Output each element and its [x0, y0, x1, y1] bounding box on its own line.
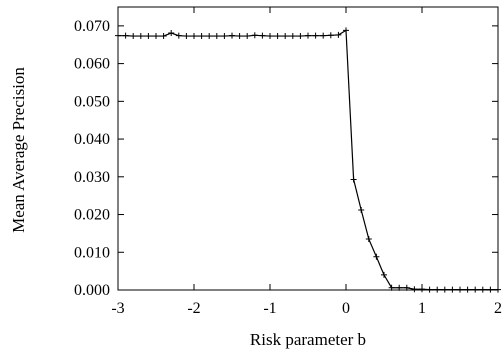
plot-frame [117, 6, 499, 291]
data-point [343, 27, 349, 34]
data-point [381, 271, 387, 278]
data-point [305, 32, 311, 39]
y-tick-label: 0.030 [74, 169, 110, 186]
y-tick-label: 0.040 [74, 131, 110, 148]
data-point [289, 33, 296, 40]
y-axis: 0.000 0.010 0.020 0.030 0.040 0.050 0.060 0.070 [74, 18, 498, 299]
data-point [282, 33, 289, 40]
x-tick-label: -2 [187, 300, 200, 317]
y-tick-label: 0.010 [74, 244, 110, 261]
data-point [464, 286, 471, 293]
data-point [145, 33, 152, 40]
data-point [229, 32, 235, 39]
data-point [175, 32, 182, 39]
data-point [251, 32, 258, 39]
data-point [441, 286, 448, 293]
data-point [259, 32, 266, 39]
data-point [388, 284, 395, 291]
data-point [358, 207, 365, 214]
x-axis-label: Risk parameter b [250, 330, 366, 349]
data-point [472, 286, 479, 293]
data-point [191, 33, 197, 40]
data-point [244, 33, 251, 40]
data-point [160, 33, 167, 40]
data-point [320, 32, 327, 39]
x-tick-label: -1 [263, 300, 276, 317]
x-tick-label: 2 [494, 300, 502, 317]
data-point [327, 32, 334, 39]
data-point [495, 286, 501, 293]
data-point [267, 33, 273, 40]
x-tick-label: 0 [342, 300, 350, 317]
data-point [419, 286, 425, 293]
data-point [373, 253, 380, 260]
y-tick-label: 0.020 [74, 207, 110, 224]
x-axis: -3 -2 -1 0 1 2 [111, 7, 502, 317]
y-tick-label: 0.000 [74, 282, 110, 299]
data-point [411, 286, 418, 293]
data-point [236, 33, 243, 40]
data-point [206, 33, 213, 40]
data-point [335, 31, 342, 38]
data-point [403, 284, 410, 291]
data-point [457, 286, 463, 293]
series-layer [115, 27, 501, 293]
y-tick-label: 0.050 [74, 93, 110, 110]
data-point [213, 33, 220, 40]
data-point [115, 32, 121, 39]
data-point [479, 286, 486, 293]
series-line [118, 29, 498, 291]
data-point [312, 32, 319, 39]
data-point [350, 176, 357, 183]
data-point [221, 33, 228, 40]
data-point [153, 33, 159, 40]
x-tick-label: 1 [418, 300, 426, 317]
data-point [137, 33, 144, 40]
y-tick-label: 0.070 [74, 18, 110, 35]
data-point [274, 33, 281, 40]
data-point [487, 286, 494, 293]
y-tick-label: 0.060 [74, 56, 110, 73]
y-axis-label: Mean Average Precision [9, 67, 28, 233]
data-point [183, 33, 190, 40]
data-point [198, 33, 205, 40]
data-point [396, 284, 403, 291]
data-point [365, 236, 372, 243]
x-tick-label: -3 [111, 300, 124, 317]
data-point [426, 286, 433, 293]
data-point [297, 33, 304, 40]
data-point [130, 33, 137, 40]
data-point [168, 30, 175, 37]
data-point [449, 286, 456, 293]
data-point [434, 286, 441, 293]
data-point [122, 32, 129, 39]
